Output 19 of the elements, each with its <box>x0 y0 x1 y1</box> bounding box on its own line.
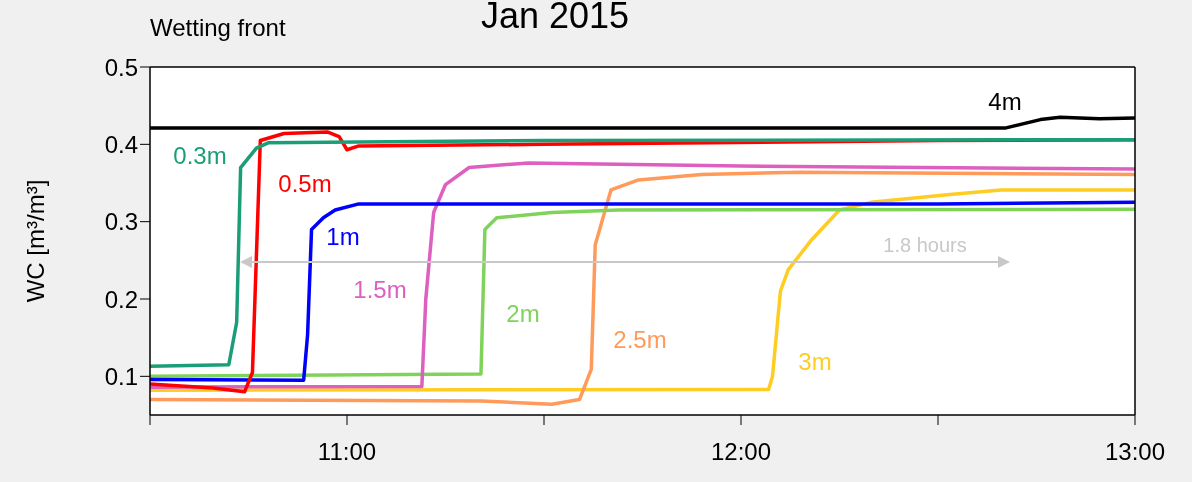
series-label: 2m <box>506 300 540 327</box>
y-tick-label: 0.3 <box>104 208 138 236</box>
x-tick-label: 11:00 <box>317 438 377 466</box>
y-tick-label: 0.5 <box>104 53 138 81</box>
series-label: 2.5m <box>613 326 667 353</box>
y-tick-label: 0.1 <box>104 362 138 390</box>
y-tick-label: 0.4 <box>104 130 138 158</box>
series-label: 0.5m <box>278 170 332 197</box>
series-label: 1m <box>326 223 360 250</box>
series-label: 4m <box>988 88 1022 115</box>
y-tick-label: 0.2 <box>104 285 138 313</box>
chart-title: Jan 2015 <box>480 0 630 36</box>
series-label: 3m <box>798 348 832 375</box>
y-axis-title: WC [m³/m³] <box>22 179 49 303</box>
series-label: 1.5m <box>353 276 407 303</box>
series-label: 0.3m <box>173 142 227 169</box>
x-tick-label: 12:00 <box>710 438 772 466</box>
text: Wetting front <box>150 14 286 41</box>
x-tick-label: 13:00 <box>1104 438 1166 466</box>
